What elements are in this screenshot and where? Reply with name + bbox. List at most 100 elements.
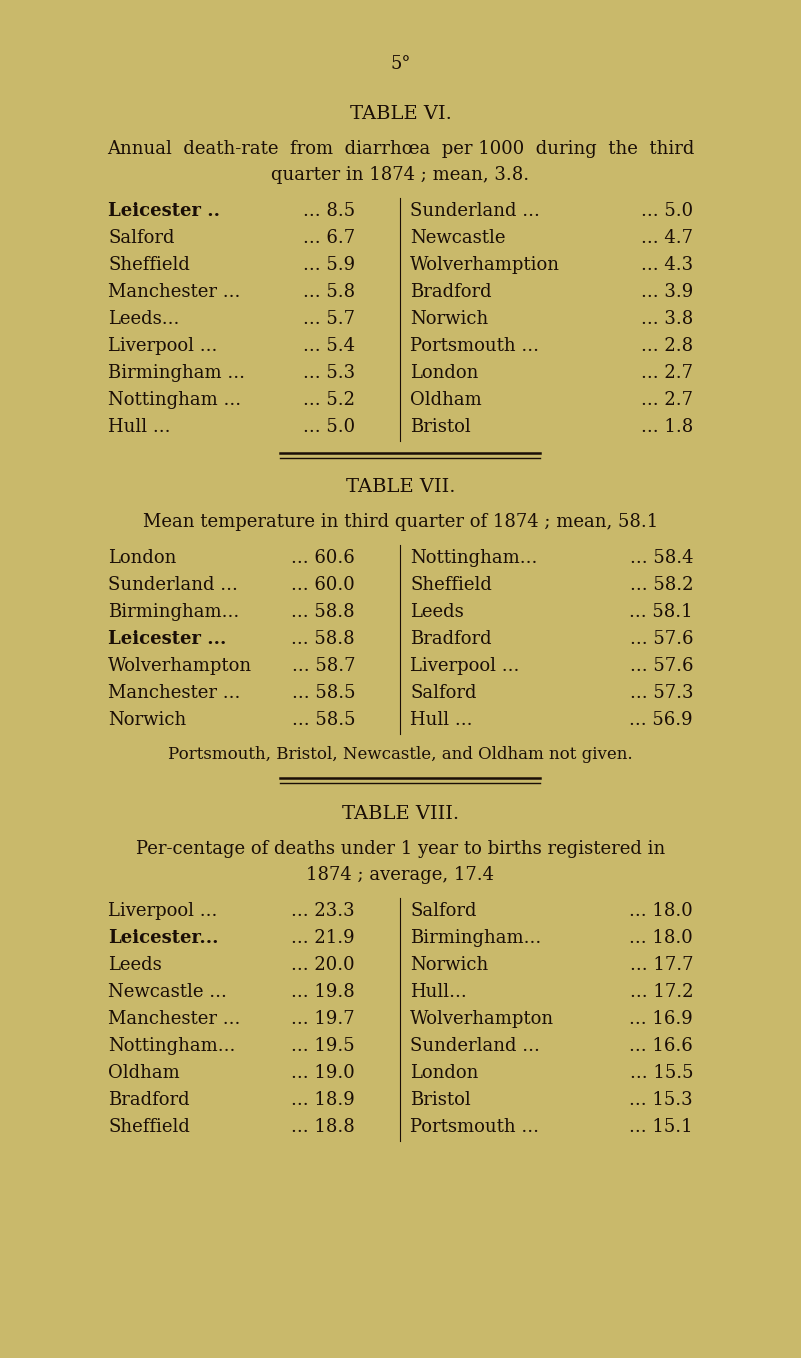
Text: Birmingham...: Birmingham...	[108, 603, 239, 621]
Text: Newcastle: Newcastle	[410, 230, 505, 247]
Text: ... 5.7: ... 5.7	[303, 310, 355, 329]
Text: Bradford: Bradford	[108, 1090, 190, 1109]
Text: Wolverhampton: Wolverhampton	[108, 657, 252, 675]
Text: ... 19.0: ... 19.0	[292, 1065, 355, 1082]
Text: TABLE VIII.: TABLE VIII.	[342, 805, 459, 823]
Text: Sheffield: Sheffield	[108, 1118, 190, 1137]
Text: Leicester...: Leicester...	[108, 929, 219, 947]
Text: Manchester ...: Manchester ...	[108, 684, 240, 702]
Text: Nottingham...: Nottingham...	[108, 1038, 235, 1055]
Text: ... 5.0: ... 5.0	[303, 418, 355, 436]
Text: ... 58.5: ... 58.5	[292, 712, 355, 729]
Text: Manchester ...: Manchester ...	[108, 1010, 240, 1028]
Text: ... 5.2: ... 5.2	[303, 391, 355, 409]
Text: Birmingham...: Birmingham...	[410, 929, 541, 947]
Text: ... 57.6: ... 57.6	[630, 630, 693, 648]
Text: 1874 ; average, 17.4: 1874 ; average, 17.4	[307, 866, 494, 884]
Text: ... 16.6: ... 16.6	[630, 1038, 693, 1055]
Text: ... 5.3: ... 5.3	[303, 364, 355, 382]
Text: ... 5.9: ... 5.9	[303, 257, 355, 274]
Text: ... 2.7: ... 2.7	[641, 364, 693, 382]
Text: Leicester ...: Leicester ...	[108, 630, 227, 648]
Text: ... 19.7: ... 19.7	[292, 1010, 355, 1028]
Text: Leeds: Leeds	[108, 956, 162, 974]
Text: Nottingham ...: Nottingham ...	[108, 391, 241, 409]
Text: Portsmouth, Bristol, Newcastle, and Oldham not given.: Portsmouth, Bristol, Newcastle, and Oldh…	[168, 746, 633, 763]
Text: Sunderland ...: Sunderland ...	[108, 576, 238, 593]
Text: Liverpool ...: Liverpool ...	[410, 657, 519, 675]
Text: Leicester ..: Leicester ..	[108, 202, 220, 220]
Text: Mean temperature in third quarter of 1874 ; mean, 58.1: Mean temperature in third quarter of 187…	[143, 513, 658, 531]
Text: Liverpool ...: Liverpool ...	[108, 902, 217, 919]
Text: Wolverhampton: Wolverhampton	[410, 1010, 554, 1028]
Text: ... 3.9: ... 3.9	[641, 282, 693, 301]
Text: ... 58.2: ... 58.2	[630, 576, 693, 593]
Text: ... 6.7: ... 6.7	[303, 230, 355, 247]
Text: Leeds...: Leeds...	[108, 310, 179, 329]
Text: Nottingham...: Nottingham...	[410, 549, 537, 568]
Text: TABLE VII.: TABLE VII.	[346, 478, 455, 496]
Text: ... 8.5: ... 8.5	[303, 202, 355, 220]
Text: ... 60.6: ... 60.6	[292, 549, 355, 568]
Text: ... 57.3: ... 57.3	[630, 684, 693, 702]
Text: Oldham: Oldham	[410, 391, 481, 409]
Text: Hull...: Hull...	[410, 983, 467, 1001]
Text: TABLE VI.: TABLE VI.	[349, 105, 452, 124]
Text: ... 5.0: ... 5.0	[641, 202, 693, 220]
Text: ... 1.8: ... 1.8	[641, 418, 693, 436]
Text: ... 17.2: ... 17.2	[630, 983, 693, 1001]
Text: Birmingham ...: Birmingham ...	[108, 364, 245, 382]
Text: ... 5.4: ... 5.4	[303, 337, 355, 354]
Text: ... 19.5: ... 19.5	[292, 1038, 355, 1055]
Text: Salford: Salford	[410, 902, 477, 919]
Text: Norwich: Norwich	[410, 310, 489, 329]
Text: ... 58.7: ... 58.7	[292, 657, 355, 675]
Text: ... 4.7: ... 4.7	[641, 230, 693, 247]
Text: ... 18.0: ... 18.0	[630, 902, 693, 919]
Text: ... 18.0: ... 18.0	[630, 929, 693, 947]
Text: Portsmouth ...: Portsmouth ...	[410, 1118, 539, 1137]
Text: Annual  death-rate  from  diarrhœa  per 1000  during  the  third: Annual death-rate from diarrhœa per 1000…	[107, 140, 694, 158]
Text: ... 17.7: ... 17.7	[630, 956, 693, 974]
Text: Liverpool ...: Liverpool ...	[108, 337, 217, 354]
Text: Bristol: Bristol	[410, 1090, 471, 1109]
Text: ... 18.8: ... 18.8	[292, 1118, 355, 1137]
Text: ... 2.8: ... 2.8	[641, 337, 693, 354]
Text: Sheffield: Sheffield	[410, 576, 492, 593]
Text: quarter in 1874 ; mean, 3.8.: quarter in 1874 ; mean, 3.8.	[272, 166, 529, 183]
Text: ... 15.3: ... 15.3	[630, 1090, 693, 1109]
Text: Portsmouth ...: Portsmouth ...	[410, 337, 539, 354]
Text: ... 15.1: ... 15.1	[630, 1118, 693, 1137]
Text: Salford: Salford	[108, 230, 175, 247]
Text: Manchester ...: Manchester ...	[108, 282, 240, 301]
Text: ... 23.3: ... 23.3	[292, 902, 355, 919]
Text: ... 21.9: ... 21.9	[292, 929, 355, 947]
Text: ... 15.5: ... 15.5	[630, 1065, 693, 1082]
Text: Salford: Salford	[410, 684, 477, 702]
Text: ... 2.7: ... 2.7	[641, 391, 693, 409]
Text: ... 58.8: ... 58.8	[292, 603, 355, 621]
Text: Bradford: Bradford	[410, 630, 492, 648]
Text: Bristol: Bristol	[410, 418, 471, 436]
Text: ... 3.8: ... 3.8	[641, 310, 693, 329]
Text: ... 19.8: ... 19.8	[292, 983, 355, 1001]
Text: London: London	[108, 549, 176, 568]
Text: Norwich: Norwich	[108, 712, 187, 729]
Text: ... 20.0: ... 20.0	[292, 956, 355, 974]
Text: Hull ...: Hull ...	[410, 712, 473, 729]
Text: ... 58.1: ... 58.1	[630, 603, 693, 621]
Text: Newcastle ...: Newcastle ...	[108, 983, 227, 1001]
Text: Bradford: Bradford	[410, 282, 492, 301]
Text: Sunderland ...: Sunderland ...	[410, 1038, 540, 1055]
Text: Leeds: Leeds	[410, 603, 464, 621]
Text: ... 5.8: ... 5.8	[303, 282, 355, 301]
Text: ... 58.4: ... 58.4	[630, 549, 693, 568]
Text: ... 57.6: ... 57.6	[630, 657, 693, 675]
Text: Hull ...: Hull ...	[108, 418, 171, 436]
Text: ... 18.9: ... 18.9	[292, 1090, 355, 1109]
Text: Per-centage of deaths under 1 year to births registered in: Per-centage of deaths under 1 year to bi…	[136, 841, 665, 858]
Text: ... 58.5: ... 58.5	[292, 684, 355, 702]
Text: London: London	[410, 1065, 478, 1082]
Text: ... 58.8: ... 58.8	[292, 630, 355, 648]
Text: 5°: 5°	[390, 56, 411, 73]
